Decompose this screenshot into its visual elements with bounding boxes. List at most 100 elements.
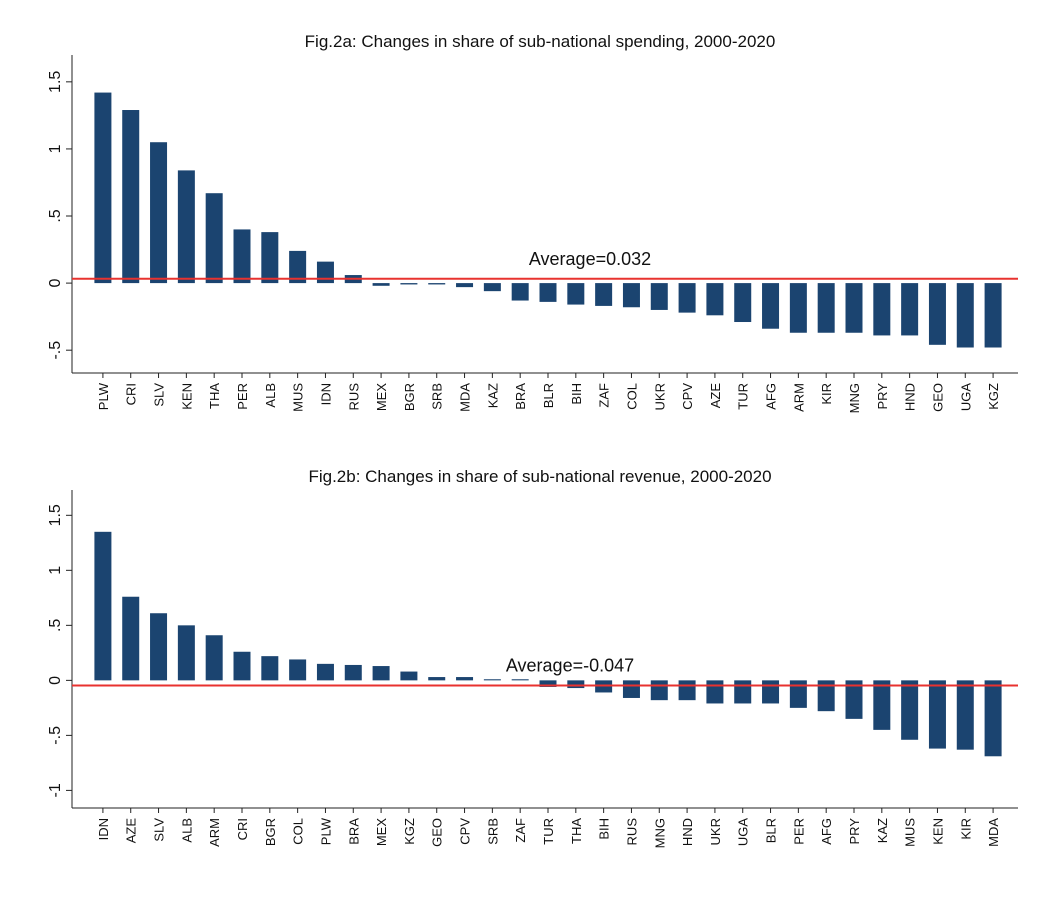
bar [901,680,919,740]
x-tick-label: MNG [652,818,667,848]
bar [289,250,307,284]
x-tick-label: AZE [124,818,139,844]
bar [817,680,835,712]
bar [456,677,474,681]
x-tick-label: CRI [124,383,139,405]
x-tick-label: AFG [764,383,779,410]
x-tick-label: MEX [374,383,389,412]
x-tick-label: MDA [458,383,473,412]
x-tick-label: MUS [291,383,306,412]
bar [567,283,585,305]
x-tick-label: PRY [847,818,862,845]
x-tick-label: BGR [263,818,278,846]
x-tick-label: CRI [235,818,250,840]
bar [873,680,891,730]
x-tick-label: IDN [96,818,111,840]
chart-title: Fig.2b: Changes in share of sub-national… [308,467,771,486]
x-tick-label: AZE [708,383,723,409]
average-label: Average=0.032 [529,249,651,269]
average-label: Average=-0.047 [506,656,634,676]
y-tick-label: .5 [47,619,64,632]
bar [205,193,223,284]
bar [372,666,390,681]
bar [483,283,501,292]
bar [650,283,668,310]
bar [122,596,140,681]
x-tick-label: PRY [875,383,890,410]
x-tick-label: BRA [513,383,528,410]
x-tick-label: UGA [958,383,973,412]
bar [289,659,307,681]
bar [622,680,640,698]
x-tick-label: HND [903,383,918,411]
bar [650,680,668,701]
x-tick-label: COL [624,383,639,410]
bar [956,283,974,348]
bar [817,283,835,333]
y-tick-label: 1 [47,566,64,575]
bar [233,651,251,681]
x-tick-label: ALB [263,383,278,408]
x-tick-label: PLW [318,817,333,845]
bar [734,680,752,704]
bar [456,283,474,288]
bar [400,671,418,681]
bar [706,680,724,704]
chart-title: Fig.2a: Changes in share of sub-national… [305,32,776,51]
bar [372,283,390,286]
x-tick-label: PER [235,383,250,410]
x-tick-label: KIR [819,383,834,405]
bar [316,663,334,681]
x-tick-label: TUR [541,818,556,845]
bar [678,283,696,313]
y-tick-label: 0 [47,676,64,685]
y-tick-label: -.5 [47,341,64,360]
x-tick-label: HND [680,818,695,846]
y-tick-label: 1.5 [47,71,64,93]
bar [595,283,613,306]
bar [316,261,334,284]
bar [177,625,195,681]
y-tick-label: 0 [47,279,64,288]
bar [428,677,446,681]
bar [984,283,1002,348]
bar [428,283,446,285]
x-tick-label: BRA [346,818,361,845]
bar [928,680,946,749]
bar [261,232,279,284]
y-tick-label: 1.5 [47,504,64,526]
x-tick-label: ALB [179,818,194,843]
x-tick-label: UGA [736,818,751,847]
x-tick-label: IDN [318,383,333,405]
bar [122,110,140,284]
x-tick-label: ZAF [597,383,612,408]
x-tick-label: BGR [402,383,417,411]
bar [622,283,640,308]
bar [94,531,112,681]
bar [845,283,863,333]
x-tick-label: ARM [207,818,222,847]
x-tick-label: SLV [152,818,167,842]
x-tick-label: MNG [847,383,862,413]
x-tick-label: THA [207,383,222,409]
x-tick-label: GEO [430,818,445,847]
x-tick-label: KGZ [402,818,417,845]
y-tick-label: -1 [47,783,64,797]
x-tick-label: ZAF [513,818,528,843]
x-tick-label: PLW [96,382,111,410]
bar [483,679,501,681]
y-tick-label: .5 [47,209,64,222]
x-tick-label: BLR [764,818,779,843]
x-tick-label: UKR [708,818,723,845]
bar [205,635,223,681]
bar [678,680,696,701]
x-tick-label: KGZ [986,383,1001,410]
bar [511,283,529,301]
bar [94,92,112,284]
y-tick-label: -.5 [47,726,64,745]
bar [539,680,557,687]
x-tick-label: COL [291,818,306,845]
x-tick-label: PER [791,818,806,845]
bar [511,679,529,681]
x-tick-label: SRB [485,818,500,845]
